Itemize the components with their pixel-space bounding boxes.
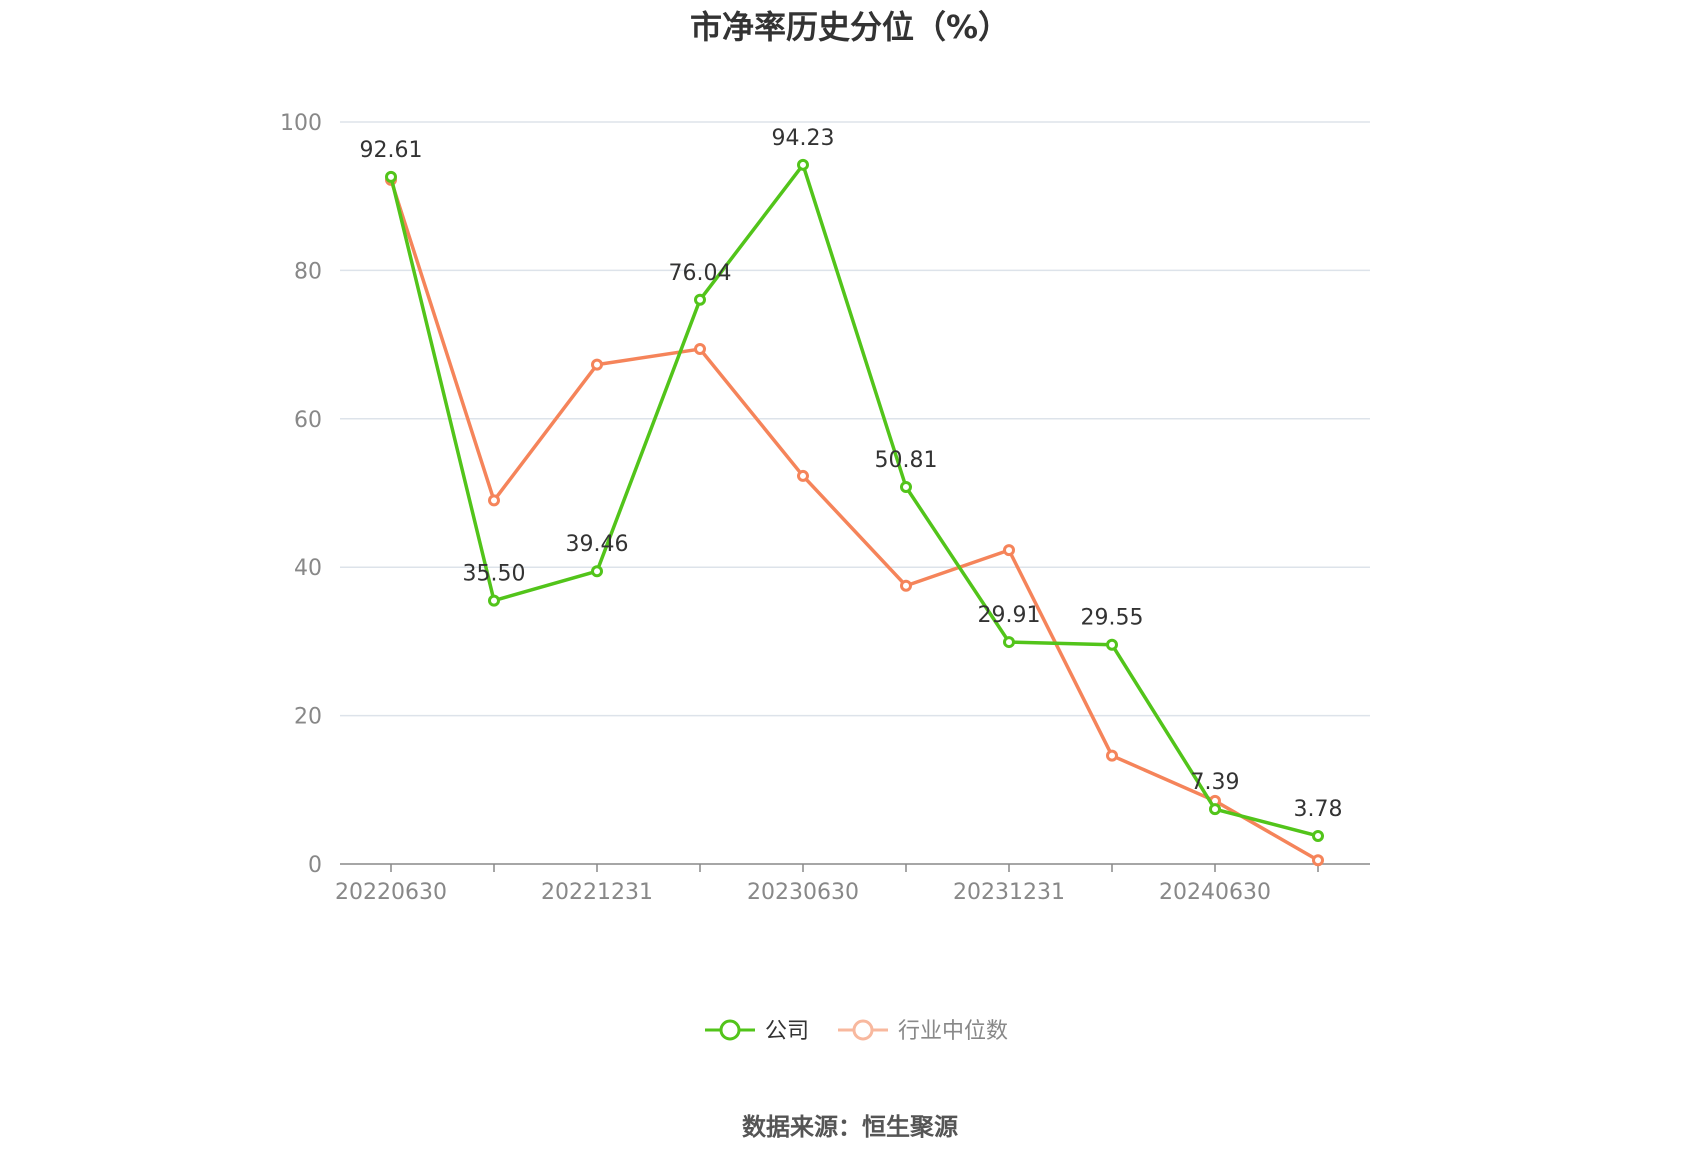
legend-item-industry[interactable]: 行业中位数 (838, 1019, 1008, 1044)
grid-layer (340, 121, 1370, 717)
company-point[interactable] (591, 565, 603, 578)
x-tick-label: 20240630 (1159, 880, 1271, 905)
industry-point[interactable] (1106, 749, 1118, 762)
legend-industry-label: 行业中位数 (898, 1019, 1008, 1044)
industry-series-line (389, 179, 1319, 862)
chart-title: 市净率历史分位（%） (690, 8, 1010, 46)
legend[interactable]: 公司 行业中位数 (705, 1019, 1008, 1044)
company-point[interactable] (900, 480, 912, 493)
company-data-label: 3.78 (1294, 797, 1343, 822)
company-series-line (389, 163, 1319, 838)
company-data-label: 94.23 (772, 126, 835, 151)
company-data-label: 92.61 (360, 138, 423, 163)
industry-point[interactable] (591, 358, 603, 371)
company-data-label: 76.04 (669, 261, 732, 286)
company-point[interactable] (1209, 803, 1221, 816)
legend-industry-marker-icon (852, 1019, 874, 1041)
legend-item-company[interactable]: 公司 (705, 1019, 809, 1044)
legend-company-marker-icon (719, 1019, 741, 1041)
x-tick-label: 20220630 (335, 880, 447, 905)
company-point[interactable] (1106, 638, 1118, 651)
y-tick-label: 40 (294, 556, 322, 581)
series-layer (385, 158, 1324, 867)
y-tick-label: 0 (308, 853, 322, 878)
x-tick-label: 20221231 (541, 880, 653, 905)
industry-point[interactable] (694, 343, 706, 356)
company-point[interactable] (797, 158, 809, 171)
x-tick-label: 20230630 (747, 880, 859, 905)
company-data-label: 29.55 (1081, 606, 1144, 631)
industry-point[interactable] (488, 494, 500, 507)
industry-point[interactable] (1003, 544, 1015, 557)
axis-layer: 0 20 40 60 80 100 20220630 20221231 20230630 2023… (280, 111, 1370, 905)
company-point[interactable] (1003, 636, 1015, 649)
company-data-label: 50.81 (875, 448, 938, 473)
company-point[interactable] (488, 594, 500, 607)
legend-company-label: 公司 (765, 1019, 809, 1044)
industry-point[interactable] (797, 469, 809, 482)
company-data-label: 39.46 (566, 532, 629, 557)
company-data-label: 29.91 (978, 603, 1041, 628)
company-point[interactable] (694, 293, 706, 306)
y-tick-label: 100 (280, 111, 322, 136)
data-label-layer: 92.61 35.50 39.46 76.04 94.23 50.81 29.91 29.55… (360, 126, 1343, 822)
y-tick-label: 20 (294, 705, 322, 730)
industry-point[interactable] (900, 579, 912, 592)
company-point[interactable] (385, 170, 397, 183)
x-tick-label: 20231231 (953, 880, 1065, 905)
company-point[interactable] (1312, 829, 1324, 842)
y-tick-label: 80 (294, 259, 322, 284)
industry-point[interactable] (1312, 854, 1324, 867)
company-data-label: 35.50 (463, 562, 526, 587)
data-source-note: 数据来源：恒生聚源 (742, 1113, 958, 1141)
company-data-label: 7.39 (1191, 770, 1240, 795)
y-tick-label: 60 (294, 408, 322, 433)
